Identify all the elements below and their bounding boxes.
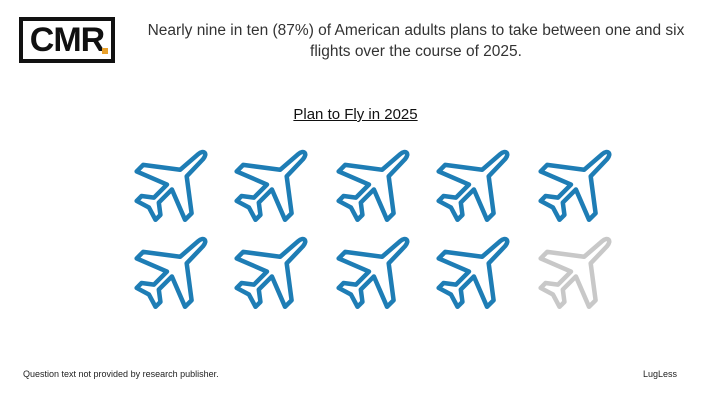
airplane-icon-filled — [436, 236, 510, 310]
airplane-icon-filled — [234, 149, 308, 223]
logo-text: CMR — [29, 21, 105, 59]
airplane-icon-filled — [336, 236, 410, 310]
airplane-icon-filled — [134, 236, 208, 310]
airplane-icon-empty — [538, 236, 612, 310]
airplane-icon-filled — [436, 149, 510, 223]
airplane-icon-filled — [234, 236, 308, 310]
chart-title: Plan to Fly in 2025 — [293, 106, 418, 123]
headline: Nearly nine in ten (87%) of American adu… — [147, 22, 685, 60]
airplane-icon-filled — [538, 149, 612, 223]
airplane-icon-filled — [336, 149, 410, 223]
airplane-icon-filled — [134, 149, 208, 223]
cmr-logo: CMR — [19, 17, 115, 63]
logo-accent-dot — [102, 48, 108, 54]
source-label: LugLess — [642, 369, 677, 379]
footnote: Question text not provided by research p… — [23, 369, 219, 379]
